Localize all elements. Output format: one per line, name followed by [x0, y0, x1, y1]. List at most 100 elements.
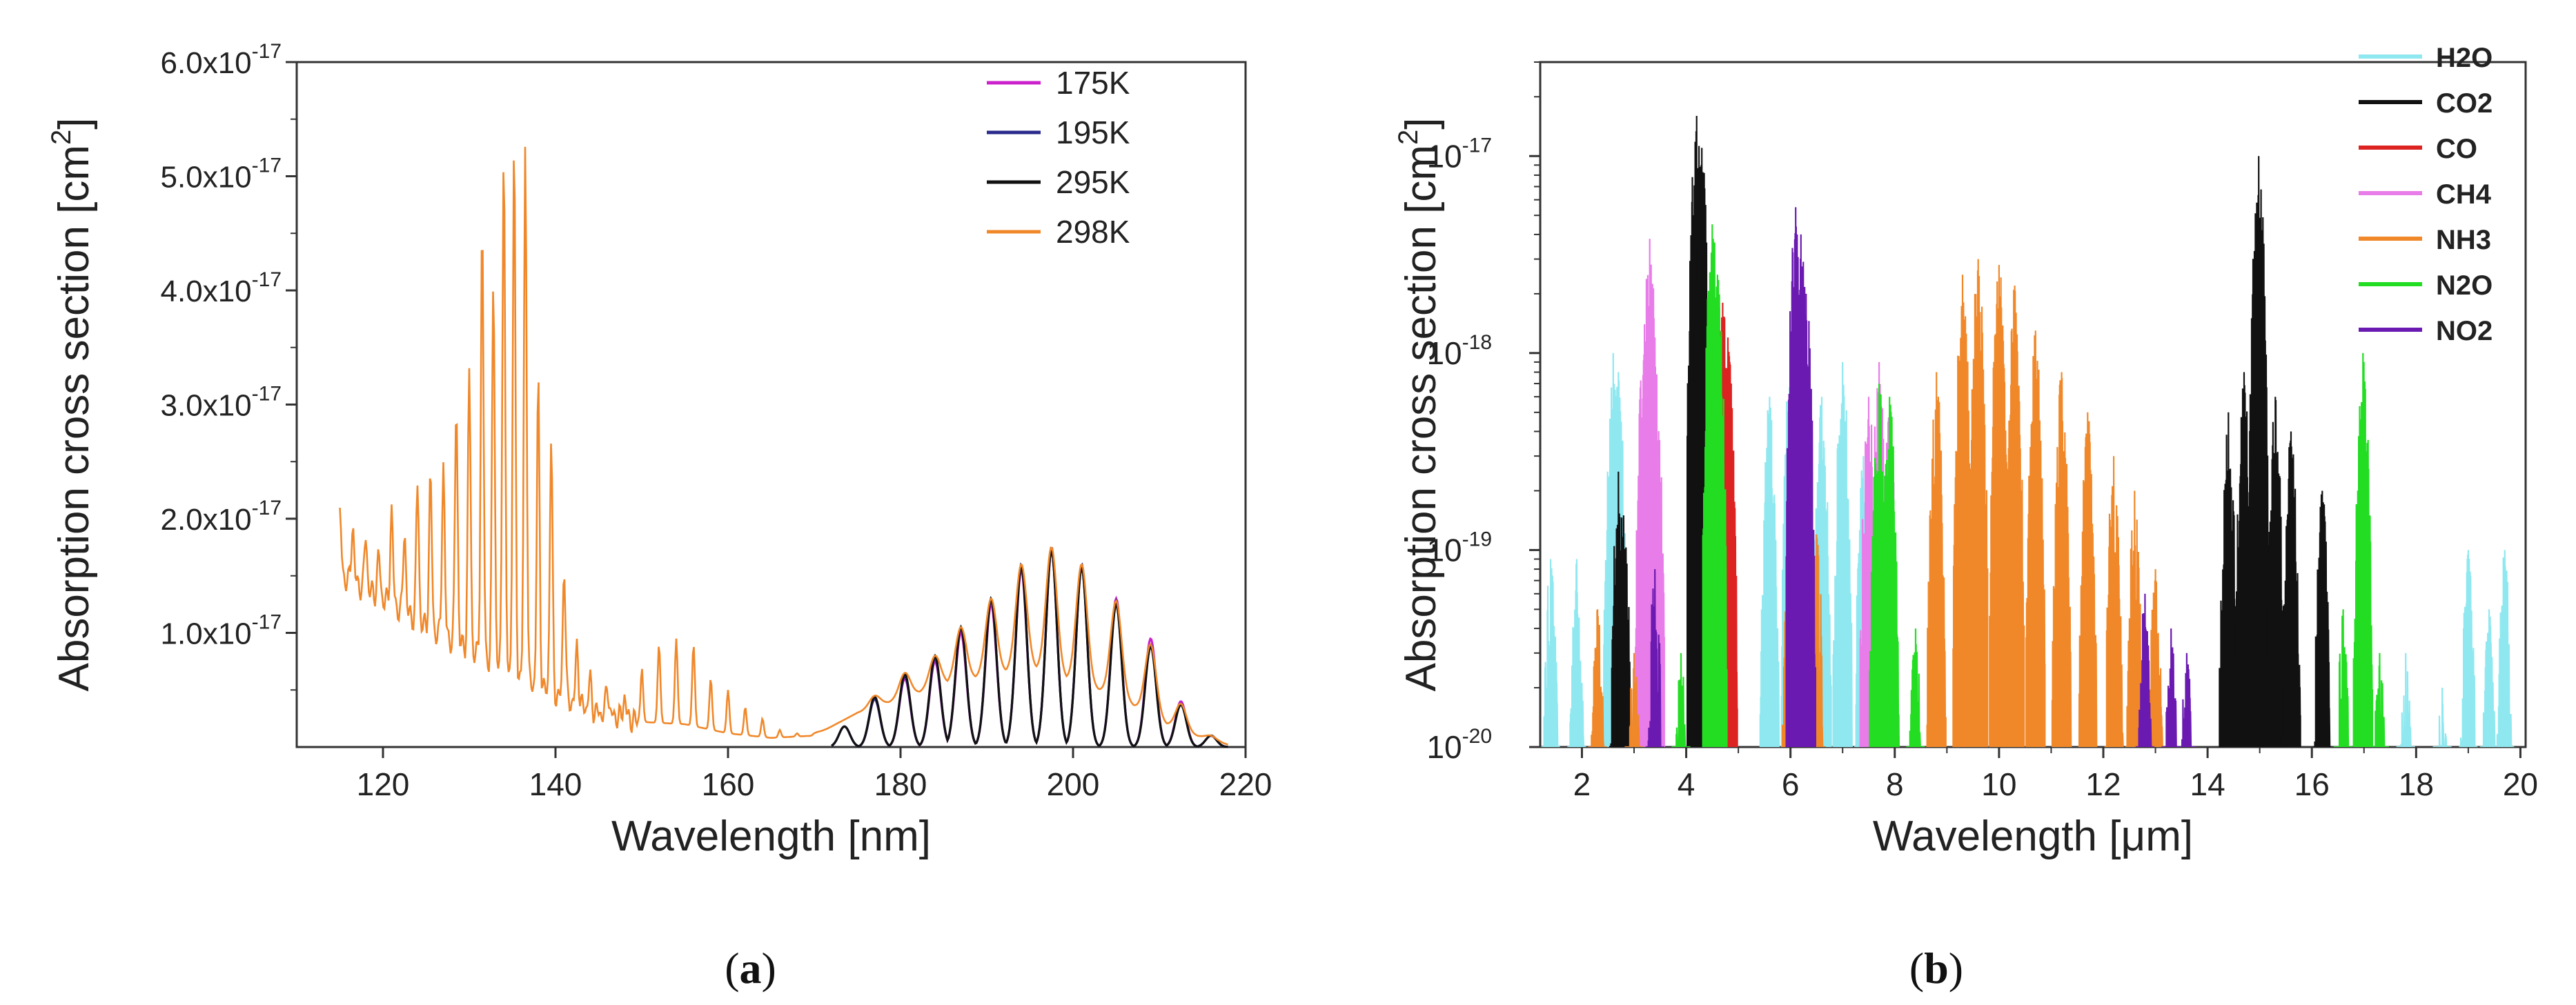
panel-b-band-NH3	[1968, 259, 1989, 747]
panel-b-band-H2O	[2396, 653, 2415, 747]
panel-b-band-H2O	[1567, 559, 1586, 747]
panel-b-legend-label: NH3	[2436, 225, 2491, 255]
panel-b-series-N2O	[1671, 224, 2389, 747]
panel-b-x-tick-label: 20	[2503, 766, 2538, 802]
panel-b-y-axis-title-close: ]	[1397, 117, 1445, 129]
panel-b-band-H2O	[2479, 609, 2499, 747]
panel-a-y-tick-label: 3.0x10-17	[161, 383, 282, 423]
panel-a-y-tick-label: 4.0x10-17	[161, 268, 282, 308]
panel-b-legend-label: CH4	[2436, 179, 2492, 210]
panel-b-legend-label: H2O	[2436, 43, 2493, 73]
panel-b-x-tick-label: 12	[2085, 766, 2121, 802]
panel-b-x-axis-title-close: ]	[2181, 813, 2193, 860]
panel-b-y-tick-label: 10-17	[1426, 134, 1492, 174]
panel-a-x-tick-label: 200	[1047, 766, 1100, 802]
panel-b-caption-label: (b)	[1909, 944, 1963, 993]
panel-b-series-group	[1541, 115, 2515, 747]
panel-a-x-tick-label: 140	[529, 766, 582, 802]
panel-b-band-NH3	[2104, 456, 2124, 747]
panel-b-band-NH3	[1588, 609, 1607, 747]
panel-a-caption-letter: a	[740, 944, 762, 993]
panel-a-caption-label: (a)	[725, 944, 776, 993]
panel-a-legend-label: 298K	[1056, 214, 1130, 250]
panel-b-x-tick-label: 16	[2294, 766, 2330, 802]
panel-b-band-NO2	[2135, 593, 2154, 747]
panel-b-x-tick-label: 6	[1782, 766, 1800, 802]
panel-b-band-N2O	[1879, 397, 1900, 747]
panel-a-x-axis-title: Wavelength [nm]	[611, 813, 931, 860]
panel-a-y-tick-label: 2.0x10-17	[161, 497, 282, 537]
panel-b-x-tick-label: 4	[1678, 766, 1695, 802]
panel-b-legend-label: CO	[2436, 134, 2477, 164]
panel-b-band-H2O	[1759, 397, 1780, 747]
panel-b-band-NO2	[1796, 293, 1816, 747]
panel-a-legend: 175K 195K 295K 298K	[987, 65, 1130, 250]
panel-b-band-NH3	[2078, 412, 2098, 747]
panel-b-x-tick-label: 14	[2190, 766, 2225, 802]
panel-b-band-H2O	[2432, 687, 2452, 747]
panel-a-y-axis-title-close: ]	[50, 117, 98, 129]
panel-b-band-H2O	[1832, 361, 1853, 747]
panel-b: 2 4 6 8 10 12 14 16 18 20 10-20 10-19 10-18 10-17 Wa…	[1393, 43, 2538, 993]
panel-b-band-N2O	[2352, 352, 2373, 747]
panel-b-legend-label: NO2	[2436, 316, 2493, 346]
panel-a-legend-label: 295K	[1056, 164, 1130, 200]
panel-b-band-NH3	[2004, 285, 2025, 747]
panel-b-band-H2O	[1541, 559, 1560, 747]
panel-b-band-N2O	[1671, 653, 1691, 747]
panel-b-band-CO2	[2265, 397, 2285, 747]
panel-b-band-N2O	[2334, 609, 2353, 747]
panel-b-x-tick-label: 8	[1886, 766, 1904, 802]
panel-b-band-CO2	[2281, 431, 2301, 747]
panel-b-band-NH3	[2051, 372, 2072, 747]
panel-b-band-H2O	[2459, 550, 2478, 747]
panel-b-band-NH3	[2025, 330, 2046, 747]
panel-b-band-N2O	[1707, 275, 1728, 747]
panel-b-band-NO2	[2177, 653, 2196, 747]
panel-b-x-axis-title: Wavelength [μm]	[1873, 813, 2193, 860]
panel-a-x-tick-label: 180	[874, 766, 927, 802]
panel-a-y-tick-label: 5.0x10-17	[161, 155, 282, 195]
panel-b-x-tick-label: 2	[1573, 766, 1591, 802]
panel-b-band-CO2	[2312, 490, 2332, 747]
panel-a: 120 140 160 180 200 220 1.0x10-17 2.0x10-17 3.0…	[46, 40, 1272, 993]
panel-a-y-axis-title-sup: 2	[46, 130, 77, 145]
panel-a-legend-label: 175K	[1056, 65, 1130, 101]
panel-a-x-ticks: 120 140 160 180 200 220	[357, 747, 1272, 802]
panel-a-x-tick-label: 120	[357, 766, 410, 802]
panel-a-y-axis-title: Absorption cross section [cm2]	[46, 117, 98, 691]
panel-a-y-axis-title-text: Absorption cross section [cm	[50, 145, 98, 692]
panel-a-y-ticks: 1.0x10-17 2.0x10-17 3.0x10-17 4.0x10-17 5.0x…	[161, 40, 297, 691]
panel-b-y-tick-label: 10-19	[1426, 528, 1492, 568]
panel-b-band-N2O	[1906, 628, 1925, 747]
panel-b-band-NH3	[1926, 372, 1947, 747]
panel-b-x-axis-title-text: Wavelength [	[1873, 813, 2121, 860]
panel-b-legend-label: CO2	[2436, 88, 2493, 119]
panel-b-x-tick-label: 10	[1981, 766, 2016, 802]
panel-b-series-NO2	[1645, 207, 2196, 747]
panel-b-y-tick-label: 10-18	[1426, 331, 1492, 371]
panel-b-y-ticks: 10-20 10-19 10-18 10-17	[1426, 61, 1540, 765]
panel-b-y-axis-title-text: Absorption cross section [cm	[1397, 145, 1445, 692]
panel-b-x-ticks: 2 4 6 8 10 12 14 16 18 20	[1573, 747, 2538, 802]
panel-a-legend-label: 195K	[1056, 115, 1130, 150]
panel-b-band-CH4	[1644, 337, 1665, 747]
panel-a-series-line-195K	[831, 547, 1228, 748]
panel-b-band-NO2	[1645, 569, 1664, 747]
panel-b-y-tick-label: 10-20	[1426, 725, 1492, 765]
panel-a-series-group	[339, 146, 1228, 748]
panel-a-x-tick-label: 220	[1219, 766, 1272, 802]
panel-a-y-tick-label: 1.0x10-17	[161, 611, 282, 651]
panel-b-band-H2O	[2495, 550, 2515, 747]
panel-b-band-NO2	[2161, 628, 2181, 747]
panel-b-band-CO2	[2219, 412, 2239, 747]
panel-b-legend-label: N2O	[2436, 270, 2493, 301]
panel-b-y-axis-title: Absorption cross section [cm2]	[1393, 117, 1445, 691]
panel-b-legend: H2O CO2 CO CH4 NH3 N2O NO2	[2359, 43, 2493, 346]
panel-a-y-tick-label: 6.0x10-17	[161, 40, 282, 80]
panel-b-x-axis-title-unit: μm	[2121, 813, 2181, 860]
panel-b-y-axis-title-sup: 2	[1393, 130, 1424, 145]
panel-a-series-line-175K	[831, 550, 1228, 748]
panel-a-x-tick-label: 160	[702, 766, 755, 802]
